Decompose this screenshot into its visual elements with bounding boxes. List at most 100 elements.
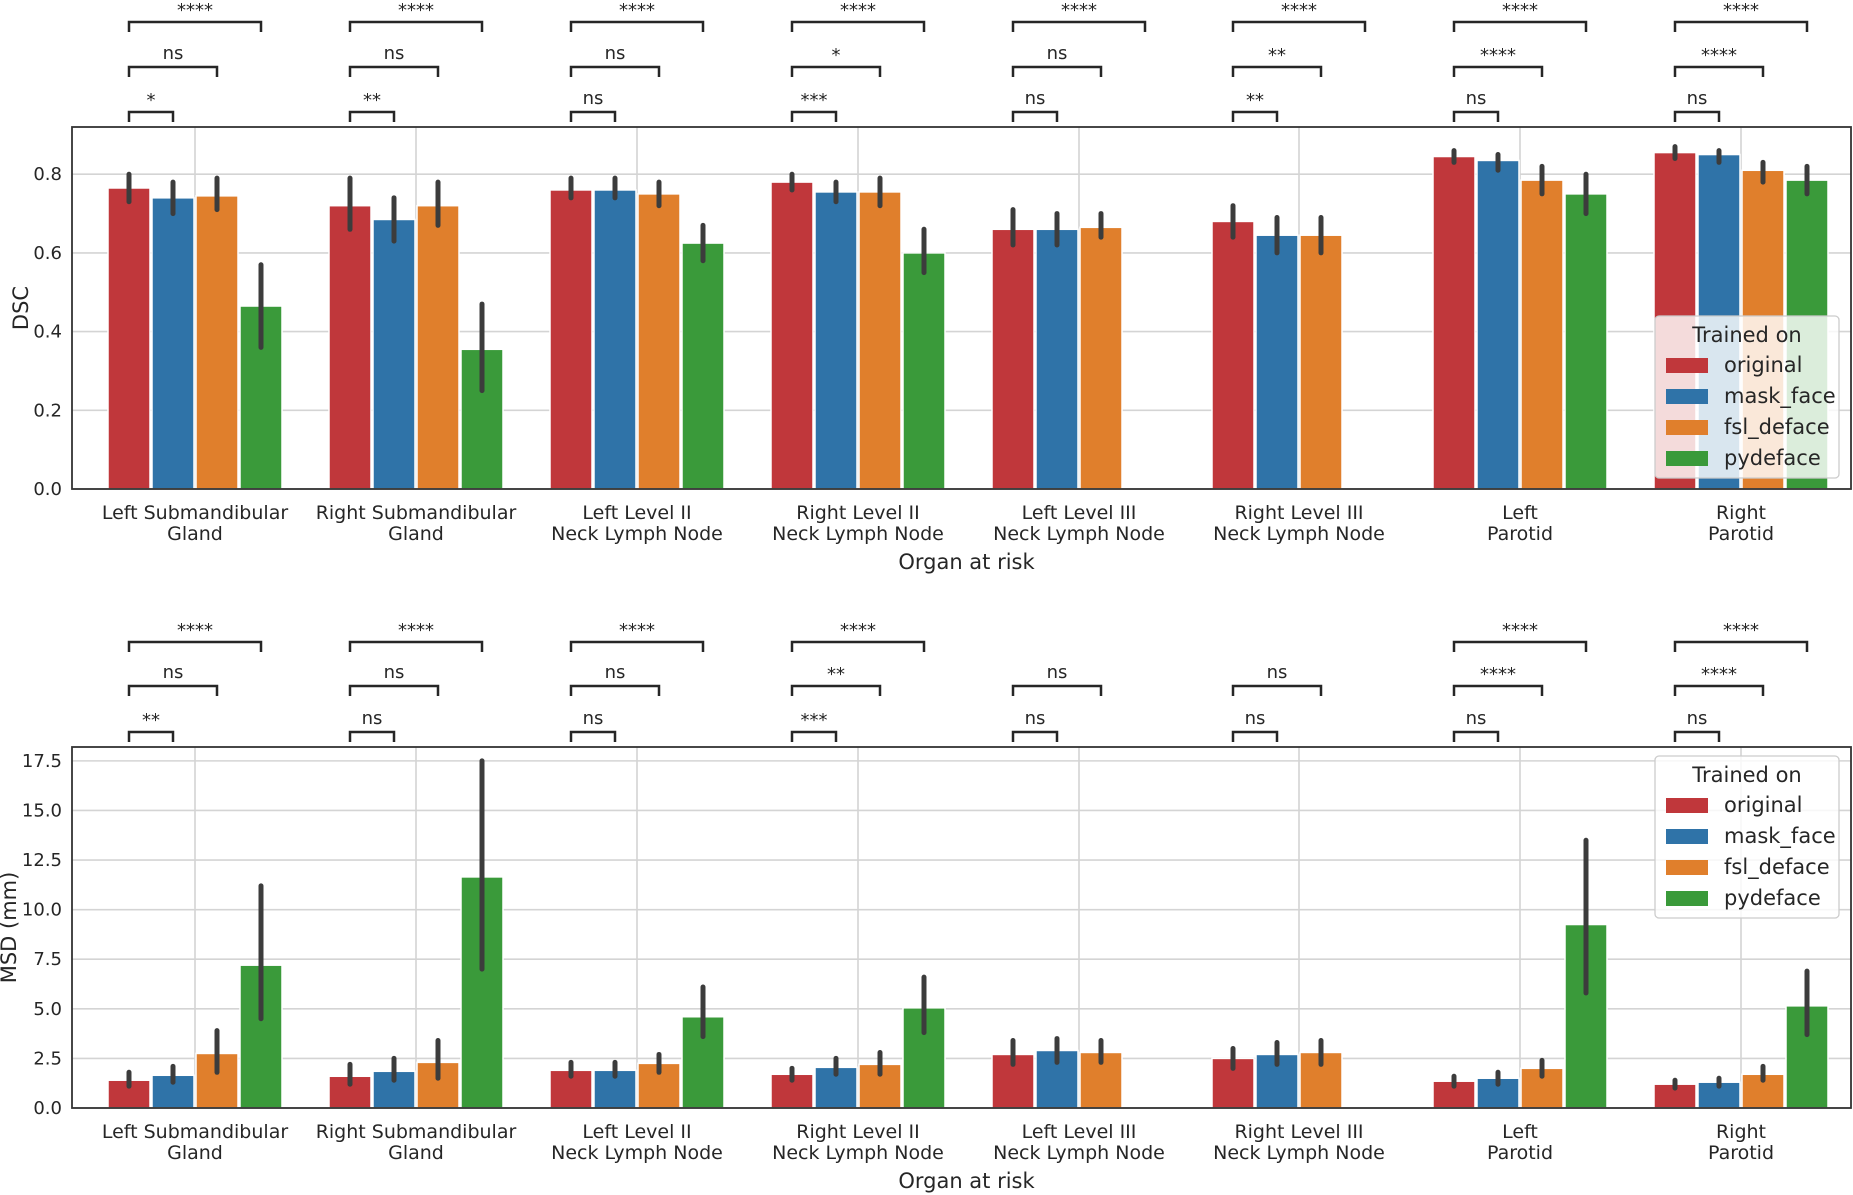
significance-bracket [790,110,838,122]
bar-fsl_deface [858,191,902,490]
significance-label: **** [1061,0,1097,21]
x-category-label: Left [1502,502,1538,524]
x-category-label: Left Level III [1022,502,1137,524]
x-category-label: Parotid [1487,523,1553,545]
significance-bracket [127,20,263,32]
significance-label: **** [840,0,876,21]
bar-fsl_deface [1299,234,1343,490]
significance-label: **** [177,620,213,641]
plot-frame [71,126,1852,490]
significance-label: ns [1687,88,1708,109]
significance-bracket [790,640,926,652]
bar-mask_face [372,218,416,490]
legend-label: pydeface [1724,886,1821,910]
significance-bracket [1011,20,1147,32]
significance-bracket [790,684,882,696]
significance-label: **** [1701,664,1737,685]
significance-label: **** [398,620,434,641]
significance-bracket [569,640,705,652]
significance-label: **** [1502,0,1538,21]
chart-panel-2: 0.0 2.5 5.0 7.5 10.0 12.5 15.0 17.5 Left Submand… [0,620,1852,1193]
x-category-label: Right Submandibular [316,1121,517,1143]
legend-box [1654,755,1840,919]
plot-frame [71,746,1852,1109]
significance-label: ns [1466,708,1487,729]
legend-label: pydeface [1724,446,1821,470]
bar-original [991,228,1035,490]
significance-bracket [348,640,484,652]
significance-label: ns [163,43,184,64]
legend-box [1654,315,1840,479]
significance-bracket [569,730,617,742]
bar-original [1432,155,1476,490]
y-tick-label: 2.5 [33,1048,62,1069]
legend-label: original [1724,793,1803,817]
legend-swatch-fsl_deface [1666,860,1708,875]
x-category-label: Neck Lymph Node [1213,1142,1385,1164]
significance-bracket [127,684,219,696]
significance-bracket [1452,65,1544,77]
x-category-label: Gland [167,1142,223,1164]
legend-label: fsl_deface [1724,415,1830,440]
significance-label: ** [827,664,845,685]
bar-fsl_deface [1520,179,1564,490]
significance-bracket [569,65,661,77]
bar-fsl_deface [195,195,239,490]
bar-mask_face [1476,159,1520,490]
y-tick-label: 10.0 [22,900,62,921]
x-axis-label: Organ at risk [898,550,1035,574]
significance-bracket [1231,684,1323,696]
y-tick-label: 12.5 [22,850,62,871]
significance-bracket [348,110,396,122]
x-category-label: Neck Lymph Node [993,1142,1165,1164]
significance-bracket [1673,640,1809,652]
x-category-label: Parotid [1708,1142,1774,1164]
y-tick-label: 7.5 [33,949,62,970]
significance-label: ns [583,708,604,729]
significance-label: **** [398,0,434,21]
significance-label: *** [801,710,828,731]
significance-bracket [790,20,926,32]
significance-label: ** [1246,90,1264,111]
significance-label: ns [1047,43,1068,64]
significance-label: **** [177,0,213,21]
significance-label: **** [1480,45,1516,66]
bar-original [107,187,151,490]
x-category-label: Left Submandibular [102,502,289,524]
x-category-label: Gland [388,1142,444,1164]
bar-fsl_deface [637,193,681,490]
bar-pydeface [902,252,946,490]
significance-label: ns [362,708,383,729]
x-category-label: Right Submandibular [316,502,517,524]
significance-bracket [348,684,440,696]
y-tick-label: 15.0 [22,800,62,821]
significance-bracket [569,684,661,696]
legend-title: Trained on [1691,763,1801,787]
legend: Trained on original mask_face fsl_defacepyd… [1654,315,1840,479]
bar-original [328,204,372,490]
bar-fsl_deface [1079,226,1123,490]
bar-mask_face [593,189,637,490]
bar-mask_face [814,191,858,490]
significance-bracket [1452,640,1588,652]
significance-bracket [790,730,838,742]
y-tick-label: 0.6 [33,243,62,264]
significance-label: ns [1025,88,1046,109]
bar-fsl_deface [416,204,460,490]
significance-label: **** [840,620,876,641]
bar-pydeface [1564,193,1608,490]
x-category-label: Neck Lymph Node [551,1142,723,1164]
bar-original [1211,220,1255,490]
x-category-label: Gland [388,523,444,545]
significance-label: ns [583,88,604,109]
y-tick-label: 0.0 [33,479,62,500]
legend-swatch-original [1666,358,1708,373]
significance-label: * [832,45,841,66]
significance-label: ns [605,43,626,64]
x-category-label: Neck Lymph Node [772,1142,944,1164]
significance-label: ns [1687,708,1708,729]
bar-fsl_deface [637,1062,681,1109]
bar-original [770,181,814,490]
significance-label: **** [1701,45,1737,66]
